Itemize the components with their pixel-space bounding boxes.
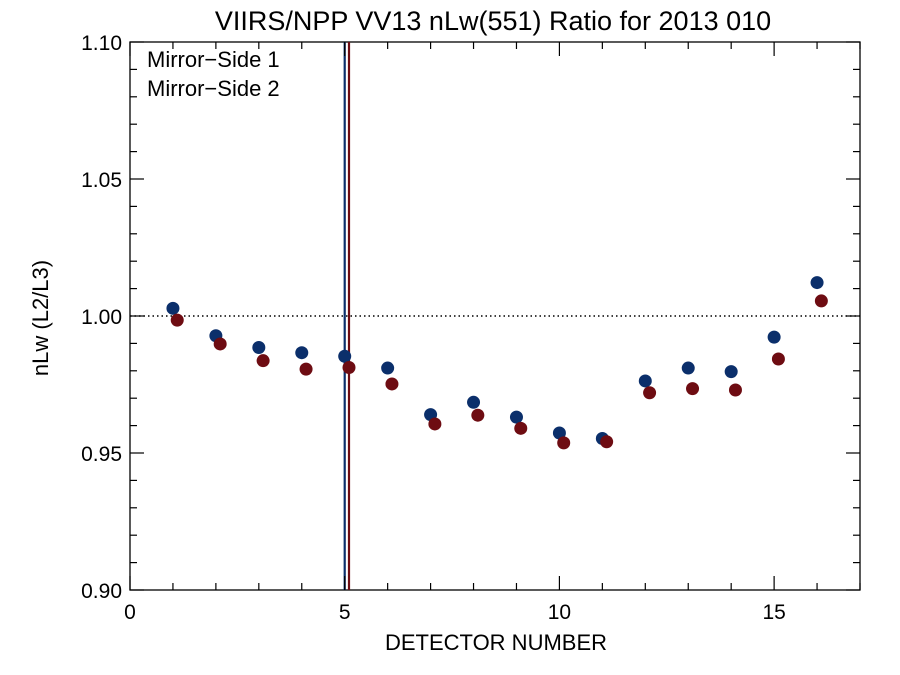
data-point-series-1: [295, 346, 309, 360]
data-point-series-1: [509, 410, 523, 424]
vertical-lines: [343, 42, 351, 590]
data-point-series-1: [681, 361, 695, 375]
data-point-series-2: [342, 361, 356, 375]
data-point-series-2: [428, 417, 442, 431]
y-tick-label: 0.95: [81, 443, 122, 466]
x-axis-label: DETECTOR NUMBER: [385, 630, 607, 655]
data-point-series-2: [170, 313, 184, 327]
y-axis-label: nLw (L2/L3): [28, 260, 53, 376]
y-axis-ticks: 0.90 0.95 1.00 1.05 1.10: [81, 32, 860, 603]
data-point-series-1: [810, 276, 824, 290]
chart-title: VIIRS/NPP VV13 nLw(551) Ratio for 2013 0…: [215, 6, 771, 36]
data-point-series-2: [471, 408, 485, 422]
data-point-series-1: [381, 361, 395, 375]
x-axis-ticks: 0 5 10 15: [124, 42, 861, 624]
data-point-series-1: [767, 330, 781, 344]
data-point-series-2: [557, 436, 571, 450]
y-tick-label: 1.00: [81, 306, 122, 329]
x-tick-label: 5: [339, 601, 351, 624]
x-tick-label: 0: [124, 601, 136, 624]
data-point-series-1: [552, 426, 566, 440]
x-tick-label: 15: [762, 601, 785, 624]
data-point-series-1: [338, 349, 352, 363]
data-point-series-1: [166, 301, 180, 315]
data-point-series-2: [686, 382, 700, 396]
legend: Mirror−Side 1 Mirror−Side 2: [147, 47, 280, 101]
data-point-series-2: [385, 377, 399, 391]
data-point-series-1: [724, 365, 738, 379]
y-tick-label: 1.10: [81, 32, 122, 55]
legend-item-mirror-side-2: Mirror−Side 2: [147, 76, 280, 101]
data-points: [166, 276, 828, 450]
legend-item-mirror-side-1: Mirror−Side 1: [147, 47, 280, 72]
data-point-series-2: [728, 383, 742, 397]
data-point-series-2: [213, 337, 227, 351]
data-point-series-2: [256, 354, 270, 368]
y-tick-label: 0.90: [81, 580, 122, 603]
data-point-series-1: [252, 341, 266, 355]
data-point-series-2: [299, 362, 313, 376]
x-tick-label: 10: [548, 601, 571, 624]
data-point-series-2: [771, 352, 785, 366]
data-point-series-2: [600, 435, 614, 449]
data-point-series-1: [638, 374, 652, 388]
y-tick-label: 1.05: [81, 169, 122, 192]
data-point-series-1: [467, 395, 481, 409]
data-point-series-2: [643, 386, 657, 400]
data-point-series-2: [514, 421, 528, 435]
data-point-series-2: [814, 294, 828, 308]
